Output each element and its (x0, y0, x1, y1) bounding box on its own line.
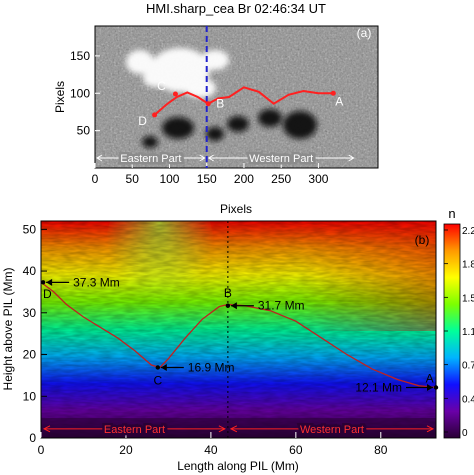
panel-a-y-ticks: 50 100 150 (70, 49, 100, 138)
region-label: Western Part (249, 153, 313, 165)
region-arrow-head (348, 154, 355, 162)
colorbar-tick-label: 1.8 (462, 260, 474, 271)
region-arrow-head (426, 425, 435, 433)
height-point-label: B (224, 286, 232, 300)
colorbar-tick-label: 1.1 (462, 327, 474, 338)
height-point-D (40, 280, 46, 285)
panel-b-y-tick-label: 20 (23, 348, 37, 362)
height-annotation: 16.9 Mm (188, 360, 235, 374)
region-label: Eastern Part (104, 424, 165, 436)
panel-a-xlabel: Pixels (220, 202, 252, 216)
colorbar-label: n (448, 206, 455, 221)
panel-a: HMI.sharp_cea Br 02:46:34 UT (53, 1, 379, 216)
panel-a-ylabel: Pixels (53, 81, 67, 113)
region-arrow-head (42, 425, 51, 433)
pil-point-C (172, 91, 178, 97)
critical-height-curve (41, 281, 436, 389)
panel-a-y-tick-label: 150 (70, 49, 90, 63)
annotation-arrow-head (230, 302, 237, 310)
panel-a-x-tick-label: 250 (271, 172, 291, 186)
colorbar-tick-label: 2.2 (462, 226, 474, 237)
panel-b-x-tick-label: 0 (38, 443, 45, 457)
panel-a-x-tick-label: 50 (126, 172, 140, 186)
region-label: Eastern Part (120, 153, 181, 165)
decay-index-map (41, 221, 436, 438)
panel-a-title: HMI.sharp_cea Br 02:46:34 UT (146, 1, 326, 16)
panel-b-y-tick-label: 30 (23, 306, 37, 320)
colorbar-tick-label: 1.5 (462, 293, 474, 304)
pil-point-D (152, 112, 158, 118)
panel-b-y-tick-label: 10 (23, 389, 37, 403)
panel-a-x-tick-label: 200 (234, 172, 254, 186)
panel-a-y-tick-label: 100 (70, 86, 90, 100)
panel-b-y-tick-label: 50 (23, 222, 37, 236)
panel-b-xlabel: Length along PIL (Mm) (177, 459, 299, 473)
height-annotation: 12.1 Mm (355, 381, 402, 395)
annotation-arrow-head (160, 363, 167, 371)
panel-a-x-tick-label: 100 (159, 172, 179, 186)
panel-a-frame (94, 25, 379, 169)
panel-b-ylabel: Height above PIL (Mm) (1, 268, 15, 391)
pil-curve (153, 86, 334, 116)
height-point-label: D (43, 287, 52, 301)
panel-a-x-tick-label: 300 (308, 172, 328, 186)
panel-a-label: (a) (357, 26, 372, 40)
height-point-label: C (153, 373, 162, 387)
panel-b-y-ticks: 0 10 20 30 40 50 (23, 222, 47, 445)
panel-a-x-ticks: 0 50 100 150 200 250 300 (92, 163, 329, 186)
panel-b-x-tick-label: 20 (119, 443, 133, 457)
region-arrow-head (229, 425, 238, 433)
colorbar-tick-label: 0.4 (462, 394, 474, 405)
region-label: Western Part (300, 424, 364, 436)
pil-point-A (330, 90, 336, 96)
pil-point-label: B (216, 97, 224, 111)
region-arrow-head (199, 154, 206, 162)
panel-b-label: (b) (415, 233, 430, 247)
colorbar-ticks: 2.2 1.8 1.5 1.1 0.7 0.4 0 (444, 226, 474, 439)
annotation-arrow-head (427, 384, 433, 392)
panel-b-x-tick-label: 80 (374, 443, 388, 457)
panel-a-x-tick-label: 0 (92, 172, 99, 186)
region-arrow-head (218, 425, 227, 433)
panel-b-frame (40, 220, 437, 439)
panel-b: 0 20 40 60 80 0 10 20 30 40 50 Length along PIL (… (1, 206, 474, 473)
panel-b-y-tick-label: 40 (23, 264, 37, 278)
pil-point-label: D (138, 114, 147, 128)
pil-point-label: C (157, 79, 166, 93)
panel-b-x-ticks: 0 20 40 60 80 (38, 432, 388, 457)
height-point-C (155, 365, 161, 370)
height-point-A (433, 385, 439, 390)
height-annotation: 37.3 Mm (73, 275, 120, 289)
annotation-arrow-head (46, 278, 53, 286)
pil-point-B (205, 101, 211, 107)
pil-point-label: A (335, 94, 343, 108)
region-arrow-head (96, 154, 103, 162)
panel-a-y-tick-label: 50 (77, 124, 91, 138)
panel-b-x-tick-label: 40 (204, 443, 218, 457)
panel-b-y-tick-label: 0 (29, 431, 36, 445)
panel-b-x-tick-label: 60 (289, 443, 303, 457)
colorbar-tick-label: 0 (462, 428, 468, 439)
height-annotation: 31.7 Mm (258, 299, 305, 313)
magnetogram-image (95, 26, 378, 168)
colorbar-tick-label: 0.7 (462, 361, 474, 372)
region-arrow-head (207, 154, 214, 162)
height-point-label: A (426, 371, 434, 385)
panel-a-x-tick-label: 150 (197, 172, 217, 186)
height-point-B (225, 303, 231, 308)
